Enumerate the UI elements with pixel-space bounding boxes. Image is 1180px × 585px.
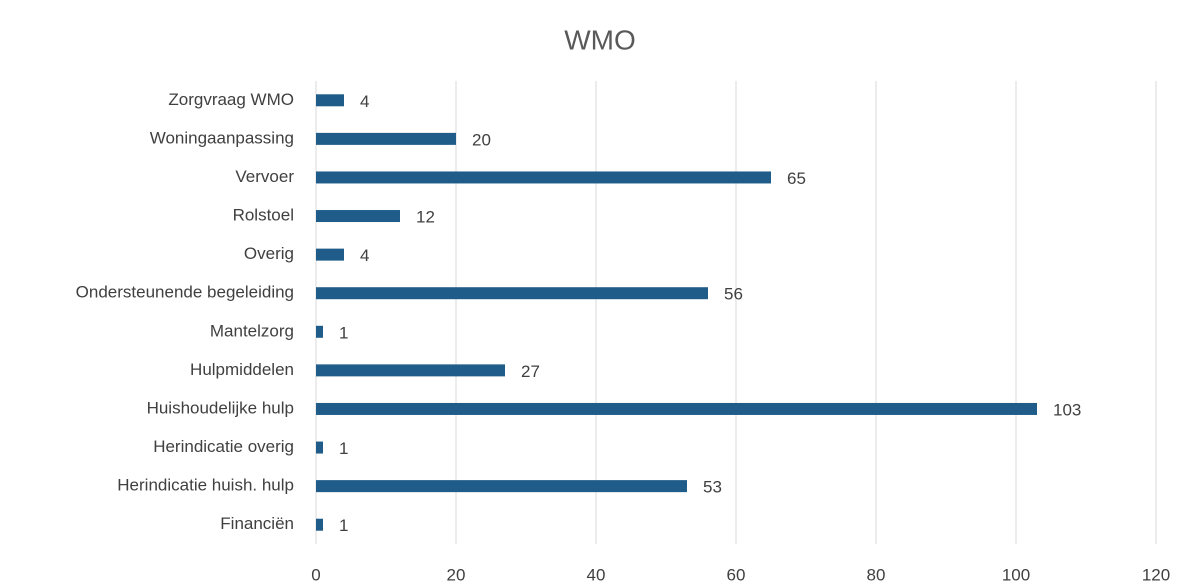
x-tick-label: 80: [867, 565, 886, 584]
bar: [316, 171, 771, 184]
bar: [316, 480, 687, 493]
bar: [316, 210, 400, 223]
bar: [316, 248, 344, 261]
data-label: 12: [416, 208, 435, 227]
data-label: 65: [787, 169, 806, 188]
data-label: 53: [703, 478, 722, 497]
bar: [316, 441, 323, 454]
x-tick-label: 20: [447, 565, 466, 584]
y-tick-label: Overig: [244, 244, 294, 263]
data-label: 1: [339, 516, 348, 535]
x-tick-label: 120: [1142, 565, 1170, 584]
y-tick-label: Herindicatie huish. hulp: [117, 476, 294, 495]
x-tick-label: 0: [311, 565, 320, 584]
data-label: 1: [339, 323, 348, 342]
x-tick-label: 40: [587, 565, 606, 584]
data-label: 1: [339, 439, 348, 458]
bar: [316, 132, 456, 145]
data-label: 20: [472, 130, 491, 149]
bar: [316, 364, 505, 377]
y-tick-label: Mantelzorg: [210, 321, 294, 340]
y-tick-label: Financiën: [220, 514, 294, 533]
data-label: 4: [360, 92, 369, 111]
x-tick-label: 60: [727, 565, 746, 584]
data-label: 56: [724, 285, 743, 304]
bar: [316, 518, 323, 531]
y-tick-label: Rolstoel: [233, 206, 294, 225]
y-tick-label: Vervoer: [235, 167, 294, 186]
y-tick-label: Hulpmiddelen: [190, 360, 294, 379]
data-label: 27: [521, 362, 540, 381]
x-tick-label: 100: [1002, 565, 1030, 584]
y-tick-label: Huishoudelijke hulp: [147, 398, 294, 417]
y-tick-label: Ondersteunende begeleiding: [76, 283, 294, 302]
chart-title: WMO: [564, 24, 636, 55]
data-label: 103: [1053, 400, 1081, 419]
data-label: 4: [360, 246, 369, 265]
bar: [316, 325, 323, 338]
bar: [316, 402, 1037, 415]
bar: [316, 287, 708, 300]
y-tick-label: Herindicatie overig: [153, 437, 294, 456]
bar: [316, 94, 344, 107]
y-tick-label: Woningaanpassing: [150, 128, 294, 147]
y-tick-label: Zorgvraag WMO: [168, 90, 294, 109]
